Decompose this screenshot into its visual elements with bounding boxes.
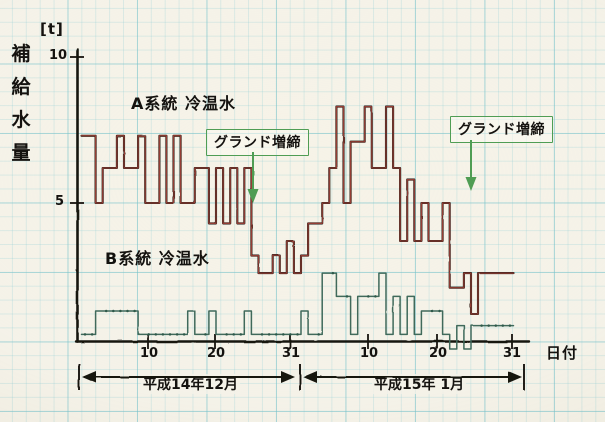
series-b-marker bbox=[331, 271, 335, 275]
series-b-marker bbox=[161, 333, 165, 336]
series-b-marker bbox=[112, 309, 115, 313]
series-b-marker bbox=[289, 333, 292, 336]
series-a-line-ink bbox=[80, 105, 515, 316]
series-b-marker bbox=[367, 295, 370, 298]
series-b-marker bbox=[168, 333, 172, 336]
series-b-marker bbox=[90, 333, 94, 336]
series-b-marker bbox=[154, 333, 158, 336]
series-b-marker bbox=[104, 309, 108, 313]
series-b-marker bbox=[267, 333, 271, 336]
series-b-markers bbox=[83, 271, 512, 336]
series-b-marker bbox=[274, 333, 278, 336]
period-bracket-jan bbox=[299, 364, 525, 390]
series-b-marker bbox=[480, 324, 483, 327]
series-b-marker bbox=[119, 309, 122, 313]
series-b-marker bbox=[83, 333, 87, 336]
series-b-marker bbox=[133, 309, 136, 313]
series-b-marker bbox=[282, 333, 285, 336]
series-b-marker bbox=[204, 333, 207, 336]
callout-arrow-1 bbox=[247, 152, 259, 203]
series-b-marker bbox=[317, 333, 320, 336]
series-b-marker bbox=[239, 333, 243, 336]
series-b-marker bbox=[487, 324, 490, 327]
series-b-marker bbox=[260, 333, 264, 336]
series-b-marker bbox=[501, 324, 505, 327]
series-b-marker bbox=[147, 333, 150, 336]
callout-arrow-2 bbox=[465, 140, 477, 191]
series-b-marker bbox=[182, 333, 186, 336]
series-b-marker bbox=[437, 309, 441, 313]
series-b-marker bbox=[374, 295, 377, 298]
series-b-marker bbox=[225, 333, 228, 336]
series-b-marker bbox=[175, 333, 179, 336]
series-b-marker bbox=[430, 309, 434, 313]
series-b-marker bbox=[296, 333, 299, 336]
period-bracket-dec bbox=[78, 364, 295, 390]
series-b-marker bbox=[232, 333, 235, 336]
series-b-marker bbox=[494, 324, 498, 327]
series-b-marker bbox=[126, 309, 129, 313]
series-b-marker bbox=[508, 324, 512, 327]
series-b-marker bbox=[345, 295, 349, 298]
